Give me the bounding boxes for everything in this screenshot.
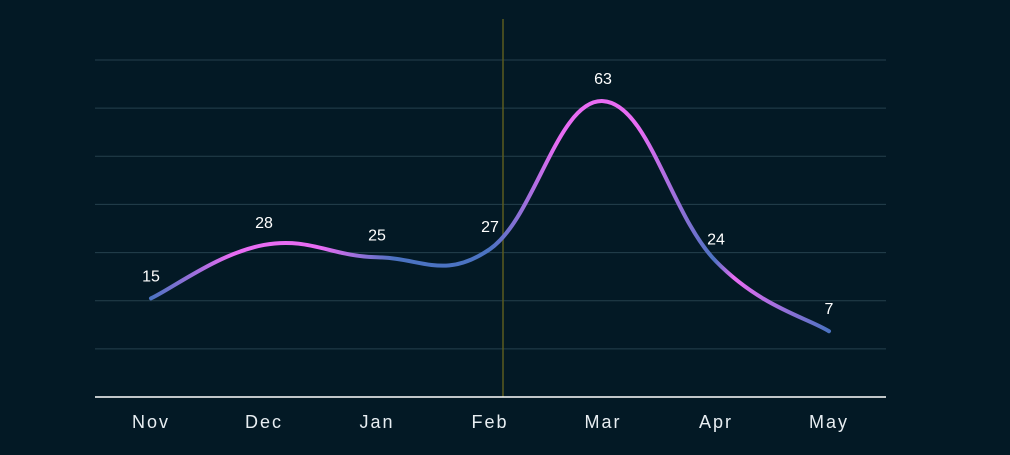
series-line bbox=[149, 99, 831, 334]
series-line-path bbox=[149, 99, 831, 334]
data-label-feb: 27 bbox=[481, 219, 499, 236]
x-tick-label-jan: Jan bbox=[359, 412, 394, 432]
drop-lines bbox=[150, 101, 830, 397]
x-tick-label-may: May bbox=[809, 412, 849, 432]
x-tick-label-dec: Dec bbox=[245, 412, 283, 432]
x-tick-label-nov: Nov bbox=[132, 412, 170, 432]
data-label-jan: 25 bbox=[368, 227, 386, 244]
data-label-dec: 28 bbox=[255, 215, 273, 232]
x-tick-labels: Nov Dec Jan Feb Mar Apr May bbox=[132, 412, 849, 432]
data-labels: 15 28 25 27 63 24 7 bbox=[142, 71, 833, 318]
data-label-apr: 24 bbox=[707, 231, 725, 248]
data-label-mar: 63 bbox=[594, 71, 612, 88]
x-tick-label-apr: Apr bbox=[699, 412, 733, 432]
x-tick-label-feb: Feb bbox=[471, 412, 508, 432]
x-tick-label-mar: Mar bbox=[585, 412, 622, 432]
data-label-may: 7 bbox=[825, 301, 834, 318]
data-label-nov: 15 bbox=[142, 268, 160, 285]
